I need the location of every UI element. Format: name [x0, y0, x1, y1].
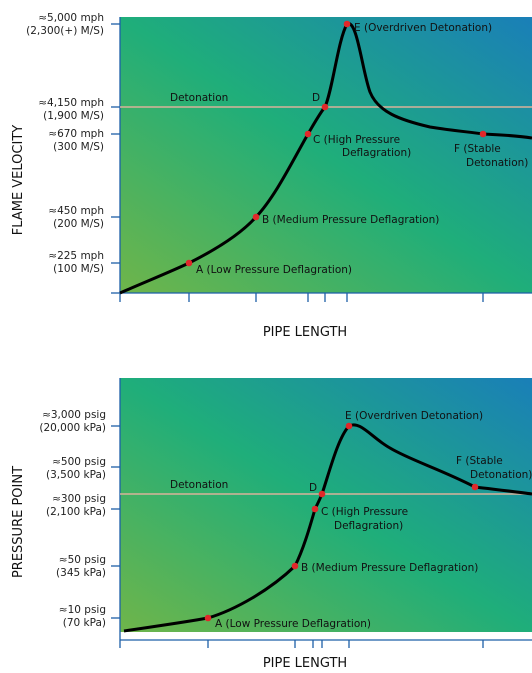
- x-ticks: [119, 293, 484, 302]
- y-tick-label-1a: ≈5,000 mph: [38, 12, 104, 24]
- point-f-label-2: Detonation): [470, 469, 532, 481]
- y-tick-label-3a: ≈300 psig: [52, 493, 106, 505]
- point-f: [479, 130, 487, 138]
- x-axis-title: PIPE LENGTH: [263, 325, 347, 340]
- data-points: [185, 20, 487, 267]
- point-e-label: E (Overdriven Detonation): [354, 22, 492, 34]
- point-f-label-1: F (Stable: [454, 143, 501, 155]
- point-d-label: D: [309, 482, 317, 494]
- y-tick-label-2b: (3,500 kPa): [46, 469, 106, 481]
- y-tick-label-2a: ≈4,150 mph: [38, 97, 104, 109]
- y-ticks: [111, 425, 120, 619]
- y-tick-label-4b: (200 M/S): [53, 218, 104, 230]
- point-f-label-1: F (Stable: [456, 455, 503, 467]
- y-tick-label-1a: ≈3,000 psig: [42, 409, 106, 421]
- detonation-label: Detonation: [170, 479, 228, 491]
- y-tick-label-3b: (300 M/S): [53, 141, 104, 153]
- point-a: [185, 259, 193, 267]
- flame-velocity-curve: [119, 22, 532, 295]
- x-ticks: [119, 640, 484, 648]
- y-tick-label-4a: ≈450 mph: [48, 205, 104, 217]
- data-points: [204, 422, 479, 622]
- y-tick-label-5b: (70 kPa): [63, 617, 106, 629]
- point-a-label: A (Low Pressure Deflagration): [215, 618, 371, 630]
- y-tick-label-3a: ≈670 mph: [48, 128, 104, 140]
- y-axis-title: PRESSURE POINT: [11, 466, 26, 578]
- y-tick-label-5a: ≈225 mph: [48, 250, 104, 262]
- point-c-label-2: Deflagration): [334, 520, 403, 532]
- detonation-label: Detonation: [170, 92, 228, 104]
- point-b: [252, 213, 260, 221]
- point-e-label: E (Overdriven Detonation): [345, 410, 483, 422]
- y-tick-label-4a: ≈50 psig: [59, 554, 106, 566]
- point-b-label: B (Medium Pressure Deflagration): [301, 562, 478, 574]
- point-c-label-1: C (High Pressure: [313, 134, 400, 146]
- y-tick-label-1b: (2,300(+) M/S): [26, 25, 104, 37]
- point-f: [471, 483, 479, 491]
- flame-velocity-chart: ≈5,000 mph (2,300(+) M/S) ≈4,150 mph (1,…: [11, 12, 532, 340]
- point-d: [321, 103, 329, 111]
- point-c: [304, 130, 312, 138]
- y-tick-label-5a: ≈10 psig: [59, 604, 106, 616]
- point-a: [204, 614, 212, 622]
- point-b: [291, 562, 299, 570]
- y-tick-label-5b: (100 M/S): [53, 263, 104, 275]
- point-c: [311, 505, 319, 513]
- y-ticks: [111, 23, 120, 294]
- y-tick-label-2a: ≈500 psig: [52, 456, 106, 468]
- pressure-point-chart: ≈3,000 psig (20,000 kPa) ≈500 psig (3,50…: [11, 378, 532, 671]
- x-axis-title: PIPE LENGTH: [263, 656, 347, 671]
- point-e: [343, 20, 351, 28]
- y-tick-label-3b: (2,100 kPa): [46, 506, 106, 518]
- plot-background: [120, 378, 532, 632]
- y-tick-label-4b: (345 kPa): [56, 567, 106, 579]
- point-c-label-1: C (High Pressure: [321, 506, 408, 518]
- point-a-label: A (Low Pressure Deflagration): [196, 264, 352, 276]
- point-e: [345, 422, 353, 430]
- y-tick-label-1b: (20,000 kPa): [39, 422, 106, 434]
- point-d-label: D: [312, 92, 320, 104]
- y-axis-title: FLAME VELOCITY: [11, 125, 26, 235]
- point-c-label-2: Deflagration): [342, 147, 411, 159]
- point-d: [318, 490, 326, 498]
- point-f-label-2: Detonation): [466, 157, 528, 169]
- y-tick-label-2b: (1,900 M/S): [43, 110, 104, 122]
- point-b-label: B (Medium Pressure Deflagration): [262, 214, 439, 226]
- plot-background: [120, 17, 532, 293]
